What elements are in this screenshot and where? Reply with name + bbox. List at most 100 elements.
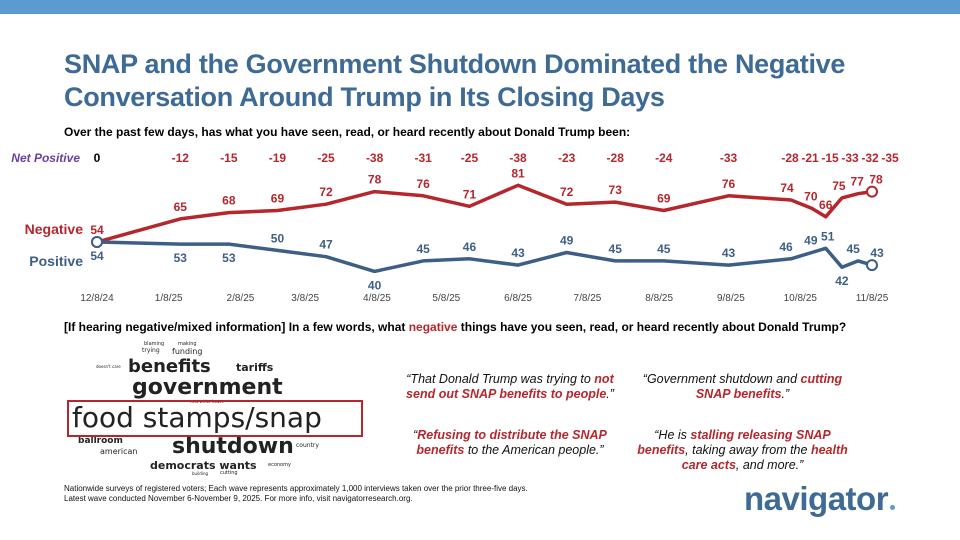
- positive-data-label: 47: [319, 238, 333, 252]
- negative-data-label: 81: [511, 166, 525, 180]
- negative-data-label: 73: [609, 183, 623, 197]
- series-line-negative: [96, 183, 873, 244]
- x-tick-label: 8/8/25: [645, 293, 673, 304]
- positive-data-label: 45: [417, 242, 431, 256]
- word-cloud-word: democrats wants: [150, 459, 257, 472]
- word-cloud-word: cutting: [220, 470, 238, 476]
- quote-text: “That Donald Trump was trying to: [406, 372, 595, 386]
- line-chart: 12/8/24 1/8/25 2/8/25 3/8/25 4/8/25 5/8/25 6/8…: [11, 151, 899, 304]
- quote-highlight: Refusing to distribute the SNAP benefits: [416, 428, 607, 457]
- negative-data-label: 76: [722, 177, 736, 191]
- net-positive-value: -19: [269, 151, 287, 165]
- chart-subtitle: Over the past few days, has what you hav…: [64, 125, 631, 139]
- positive-data-label: 51: [821, 229, 835, 243]
- net-positive-value: -25: [317, 151, 335, 165]
- net-positive-label: Net Positive: [11, 151, 80, 165]
- net-positive-value: -24: [655, 151, 673, 165]
- word-cloud-word: benefits: [128, 356, 211, 377]
- word-cloud-word: country: [296, 442, 319, 449]
- negative-data-label: 65: [174, 200, 188, 214]
- word-cloud-word: doesn't care: [96, 364, 121, 369]
- net-positive-value: -25: [461, 151, 479, 165]
- positive-data-label: 54: [90, 249, 104, 263]
- footnote: Nationwide surveys of registered voters;…: [64, 484, 528, 503]
- net-positive-value: -28: [781, 151, 799, 165]
- net-positive-value: -28: [607, 151, 625, 165]
- word-cloud-word: tariffs: [236, 361, 274, 374]
- negative-data-label: 69: [271, 192, 285, 206]
- footnote-line: Nationwide surveys of registered voters;…: [64, 484, 528, 493]
- word-cloud-highlight-box: [67, 400, 363, 437]
- negative-data-label: 77: [850, 175, 864, 189]
- x-tick-label: 9/8/25: [717, 293, 745, 304]
- positive-data-label: 43: [722, 246, 736, 260]
- x-tick-label: 5/8/25: [432, 293, 460, 304]
- positive-data-label: 49: [560, 234, 574, 248]
- page-title: SNAP and the Government Shutdown Dominat…: [64, 49, 846, 112]
- series-endpoint-marker: [91, 236, 103, 248]
- x-tick-label: 1/8/25: [155, 293, 183, 304]
- positive-data-label: 46: [779, 240, 793, 254]
- series-name-label: Positive: [29, 253, 83, 269]
- negative-data-label: 71: [463, 187, 477, 201]
- question-text-end: things have you seen, read, or heard rec…: [457, 320, 847, 334]
- question-highlight: negative: [408, 320, 458, 334]
- open-end-question: [If hearing negative/mixed information] …: [64, 320, 846, 334]
- net-positive-value: -32: [861, 151, 879, 165]
- quote-1: “That Donald Trump was trying to not sen…: [400, 372, 620, 402]
- question-text: [If hearing negative/mixed information] …: [64, 320, 409, 334]
- word-cloud-word: government: [132, 375, 283, 400]
- word-cloud: blaming making funding trying doesn't care be…: [60, 342, 360, 476]
- quote-highlight: not send out SNAP benefits to people: [406, 372, 614, 401]
- net-positive-value: -35: [881, 151, 899, 165]
- x-tick-label: 6/8/25: [504, 293, 532, 304]
- positive-data-label: 43: [870, 246, 884, 260]
- x-tick-label: 7/8/25: [574, 293, 602, 304]
- word-cloud-word: trying: [142, 347, 160, 354]
- top-accent-bar: [0, 0, 960, 14]
- series-endpoint-marker: [866, 259, 878, 272]
- word-cloud-word: food stamps/snap: [72, 401, 322, 434]
- word-cloud-word: ballroom: [78, 436, 123, 446]
- positive-data-label: 50: [271, 231, 285, 245]
- quote-text: , and more.”: [735, 458, 804, 472]
- negative-data-label: 78: [368, 173, 382, 187]
- negative-data-label: 72: [319, 185, 333, 199]
- negative-data-label: 76: [417, 177, 431, 191]
- x-tick-label: 4/8/25: [363, 293, 391, 304]
- word-cloud-word: economy: [268, 462, 291, 468]
- logo-text: navigator: [744, 480, 889, 517]
- negative-data-label: 69: [657, 192, 671, 206]
- negative-data-label: 68: [222, 194, 236, 208]
- positive-data-label: 53: [222, 251, 236, 265]
- net-positive-value: -38: [366, 151, 384, 165]
- quote-highlight: stalling releasing SNAP benefits: [637, 428, 831, 457]
- net-positive-value: 0: [94, 151, 101, 165]
- negative-data-label: 78: [869, 173, 883, 187]
- positive-data-label: 45: [657, 242, 671, 256]
- quote-highlight: cutting SNAP benefits: [695, 372, 843, 401]
- positive-data-label: 43: [511, 246, 525, 260]
- navigator-logo: navigator: [744, 480, 896, 518]
- net-positive-value: -15: [821, 151, 839, 165]
- negative-data-label: 74: [780, 181, 794, 195]
- quote-text: “Government shutdown and: [642, 372, 801, 386]
- footnote-line: Latest wave conducted November 6-Novembe…: [64, 493, 413, 503]
- net-positive-value: -12: [172, 151, 190, 165]
- word-cloud-word: blaming: [144, 341, 165, 347]
- quote-text: .”: [781, 387, 790, 401]
- positive-data-label: 45: [609, 242, 623, 256]
- word-cloud-word: funding: [172, 347, 203, 356]
- quote-text: to the American people.”: [464, 443, 604, 457]
- word-cloud-word: shutdown: [172, 434, 294, 459]
- net-positive-value: -15: [220, 151, 238, 165]
- net-positive-value: -33: [720, 151, 738, 165]
- net-positive-value: -38: [509, 151, 527, 165]
- positive-data-label: 53: [174, 251, 188, 265]
- quote-text: “: [413, 428, 418, 442]
- positive-data-label: 40: [368, 278, 382, 292]
- net-positive-value: -31: [415, 151, 433, 165]
- positive-data-label: 45: [846, 242, 860, 256]
- quote-text: .”: [606, 387, 614, 401]
- logo-dot: [890, 505, 896, 510]
